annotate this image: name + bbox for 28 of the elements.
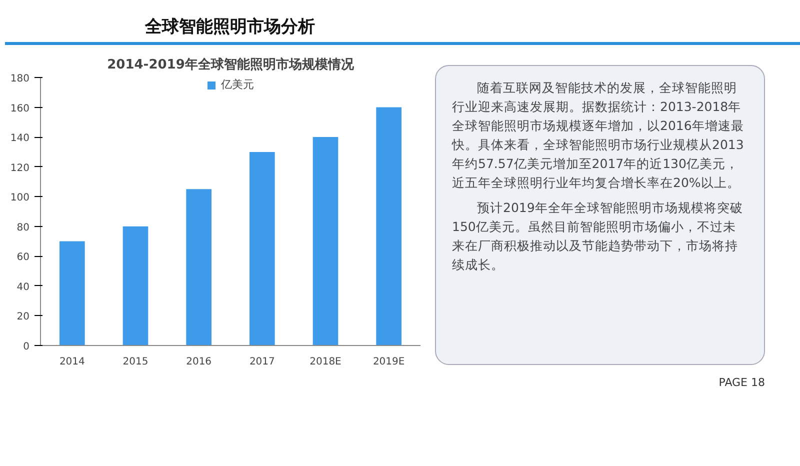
chart-title: 全球智能照明市场分析: [145, 16, 315, 39]
bar: [250, 152, 275, 346]
y-tick-label: 100: [10, 192, 30, 204]
y-tick-label: 40: [16, 282, 30, 293]
y-tick-label: 60: [16, 252, 30, 264]
bar: [122, 226, 148, 346]
legend-label: 亿美元: [221, 77, 254, 92]
y-tick-label: 80: [16, 222, 30, 234]
x-tick-label: 2018E: [310, 356, 342, 368]
y-tick-label: 20: [16, 312, 30, 323]
text: 随着互联网及智能技术的发展，全球智能照明行业迎来高速发展期。据数据统计：2013-2018年全球智能照明市场规模逐年增加，以2016年增速最快。具体来看，全球智能照明市场行业规模从2013年约57.57亿美元增加至2017年的近130亿美元，近五年全球照明行业年均复合增长率在20%以上。: [452, 79, 745, 192]
bar: [186, 189, 212, 346]
bar: [60, 241, 85, 346]
y-tick-label: 180: [10, 74, 30, 84]
y-tick-label: 140: [10, 133, 30, 144]
x-tick-label: 2017: [249, 356, 275, 368]
text: 预计2019年全年全球智能照明市场规模将突破150亿美元。虽然目前智能照明市场偏小，不过未来在厂商积极推动以及节能趋势带动下，市场将持续成长。: [452, 199, 744, 274]
y-tick-label: 0: [23, 342, 30, 352]
text: PAGE 18: [718, 375, 765, 391]
x-tick-label: 2014: [59, 356, 85, 368]
bar: [376, 107, 402, 346]
bar: [312, 137, 338, 346]
x-tick-label: 2015: [122, 356, 148, 368]
x-tick-label: 2019E: [372, 356, 405, 368]
x-tick-label: 2016: [186, 356, 212, 368]
y-tick-label: 120: [10, 162, 30, 174]
chart-subtitle: 2014-2019年全球智能照明市场规模情况: [107, 56, 355, 72]
y-tick-label: 160: [10, 103, 30, 114]
